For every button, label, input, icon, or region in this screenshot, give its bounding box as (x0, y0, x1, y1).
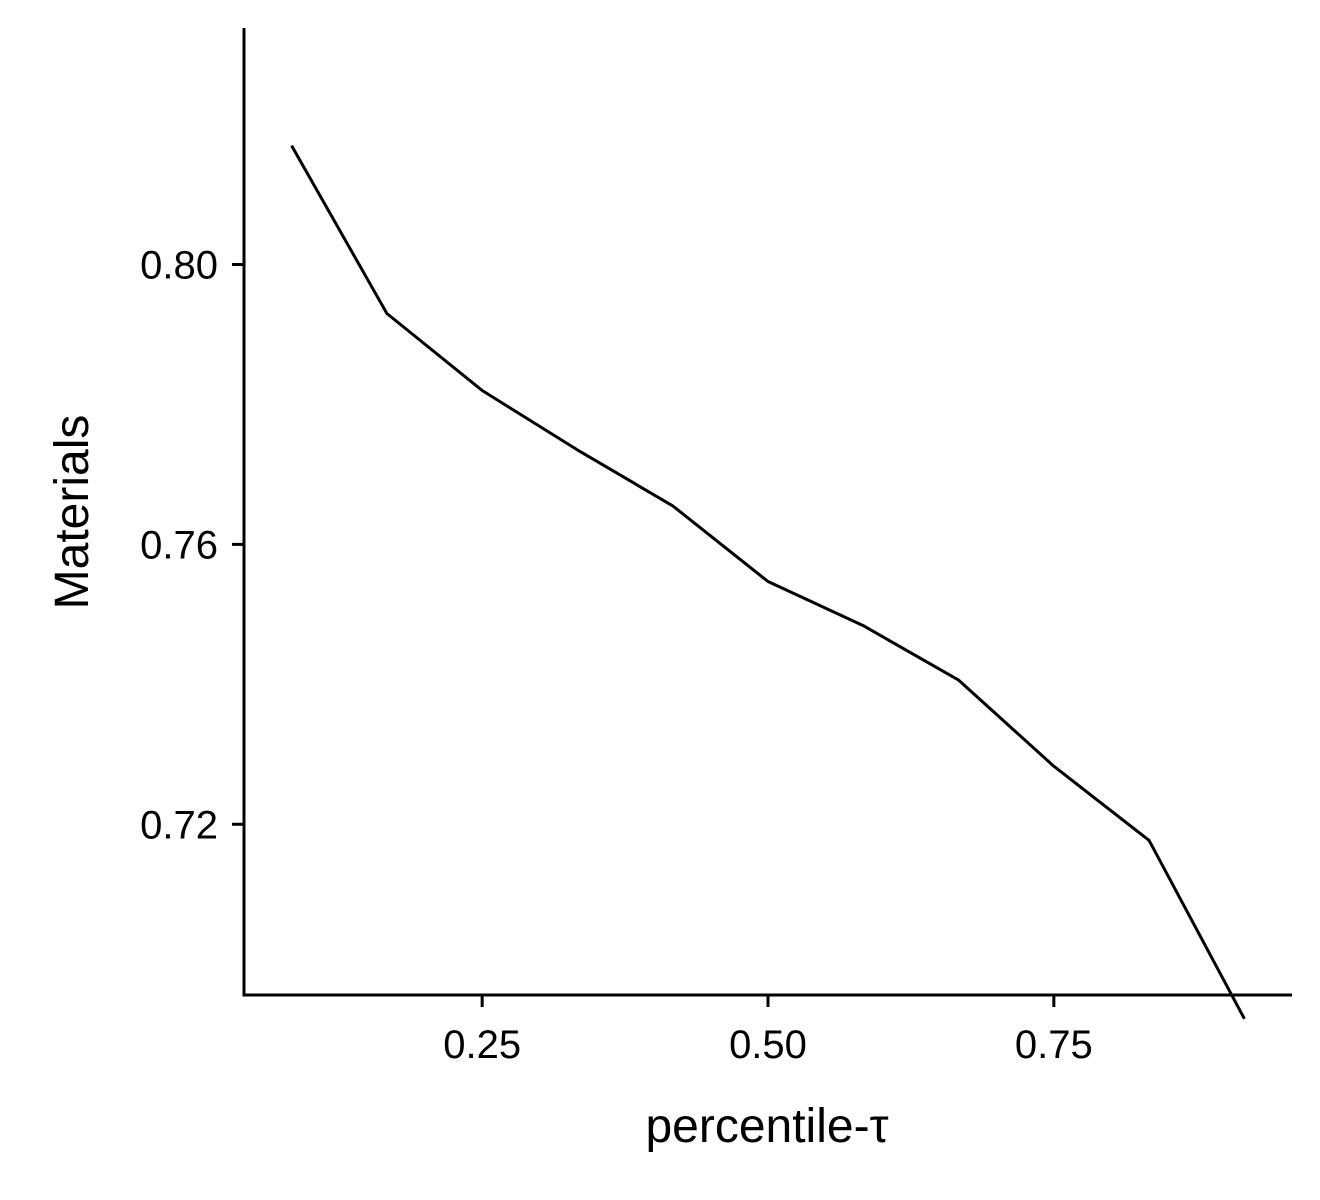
x-tick-label: 0.50 (729, 1023, 807, 1067)
y-axis-ticks: 0.72 0.76 0.80 (140, 244, 244, 847)
x-tick-label: 0.25 (443, 1023, 521, 1067)
x-axis-title: percentile-τ (645, 1100, 888, 1153)
y-tick-label: 0.80 (140, 244, 218, 288)
series-layer (290, 144, 1246, 1020)
x-tick-label: 0.75 (1015, 1023, 1093, 1067)
plot-area: 0.25 0.50 0.75 0.72 0.76 0.80 (140, 28, 1292, 1067)
series-line (290, 144, 1246, 1020)
y-tick-label: 0.76 (140, 523, 218, 567)
y-axis-title: Materials (46, 415, 99, 610)
x-axis-ticks: 0.25 0.50 0.75 (443, 995, 1093, 1067)
y-tick-label: 0.72 (140, 803, 218, 847)
